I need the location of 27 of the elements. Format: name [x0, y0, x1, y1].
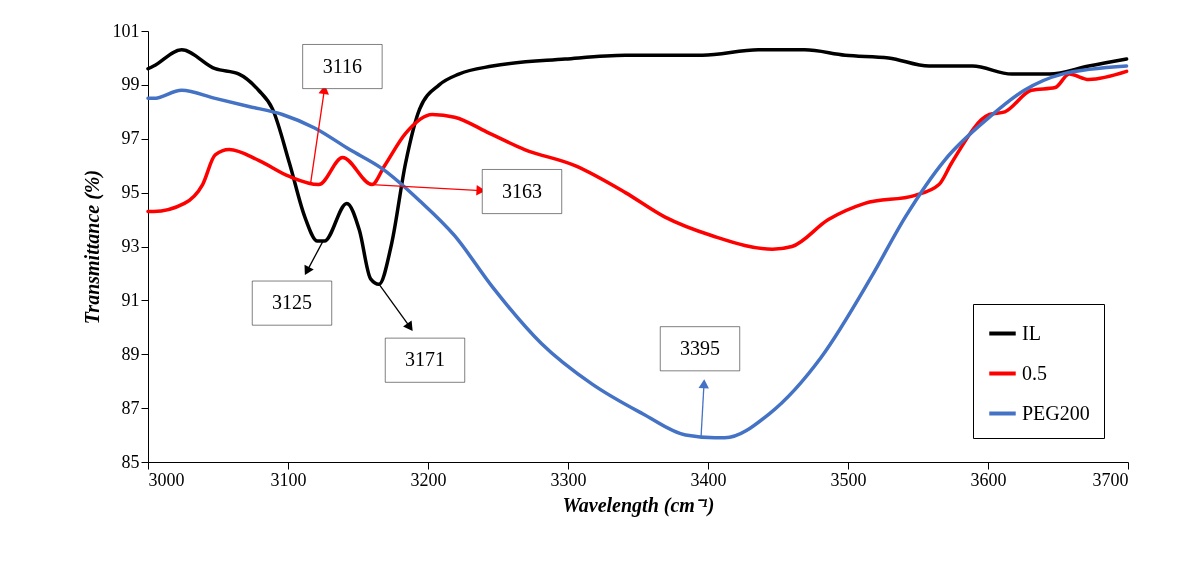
y-tick-label: 89 — [121, 343, 140, 364]
legend-label: 0.5 — [1022, 361, 1047, 384]
x-axis-title: Wavelength (cm⁻¹) — [562, 493, 715, 517]
annotation: 3116 — [322, 54, 363, 77]
y-tick-label: 91 — [121, 289, 140, 310]
y-tick-label: 87 — [121, 397, 140, 418]
y-tick-label: 93 — [121, 236, 140, 256]
x-tick-label: 3700 — [1092, 469, 1129, 490]
x-tick-label: 3100 — [270, 469, 307, 490]
annotation: 3163 — [502, 179, 542, 202]
x-tick-label: 3600 — [970, 469, 1007, 490]
legend-label: IL — [1022, 321, 1041, 344]
y-tick-label: 95 — [121, 182, 140, 203]
annotation: 3395 — [680, 336, 720, 359]
y-tick-label: 101 — [112, 20, 140, 41]
annotation: 3171 — [405, 348, 445, 371]
annotation: 3125 — [272, 291, 312, 314]
x-tick-label: 3500 — [830, 469, 867, 490]
y-tick-label: 97 — [121, 128, 140, 149]
y-axis-title: Transmittance (%) — [80, 169, 104, 325]
legend-label: PEG200 — [1022, 401, 1090, 424]
x-tick-label: 3200 — [410, 469, 447, 490]
y-tick-label: 85 — [121, 451, 140, 472]
x-tick-label: 3400 — [690, 469, 727, 490]
x-tick-label: 3000 — [148, 469, 185, 490]
x-tick-label: 3300 — [550, 469, 587, 490]
y-tick-label: 99 — [121, 74, 140, 95]
